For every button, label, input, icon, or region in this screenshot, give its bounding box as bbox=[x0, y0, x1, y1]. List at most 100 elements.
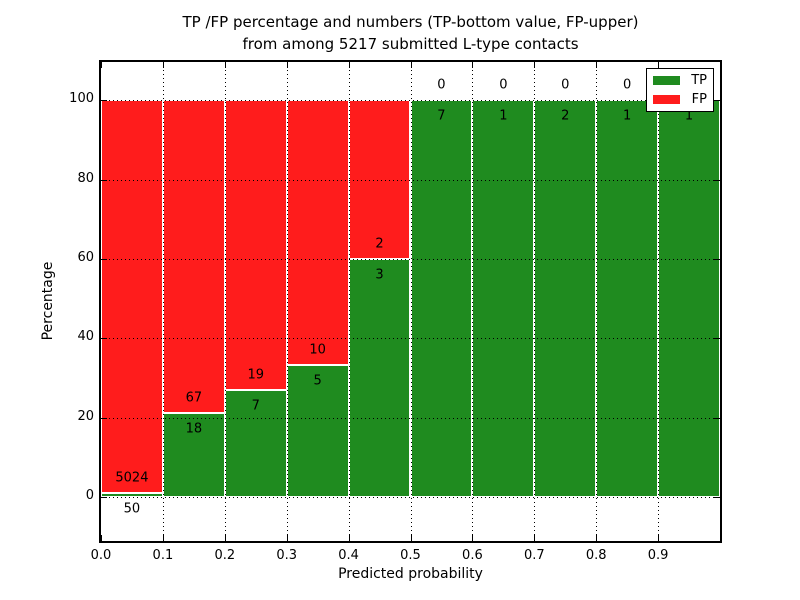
tp-bar bbox=[162, 413, 225, 498]
x-tick-mark bbox=[162, 535, 164, 541]
tp-count-label: 50 bbox=[123, 501, 141, 517]
x-gridline bbox=[162, 62, 164, 541]
legend-label-fp: FP bbox=[691, 91, 707, 107]
chart-title: TP /FP percentage and numbers (TP-bottom… bbox=[101, 11, 720, 55]
x-tick-mark bbox=[472, 62, 474, 68]
x-tick-mark bbox=[224, 535, 226, 541]
y-tick-mark bbox=[101, 417, 107, 419]
legend: TP FP bbox=[646, 68, 714, 112]
tp-count-label: 7 bbox=[251, 398, 260, 414]
fp-bar bbox=[162, 100, 225, 414]
tp-bar bbox=[658, 100, 720, 498]
fp-bar bbox=[286, 100, 349, 365]
y-tick-label: 0 bbox=[85, 488, 94, 504]
x-gridline bbox=[658, 62, 660, 541]
y-tick-mark bbox=[101, 497, 107, 499]
tp-color-swatch bbox=[653, 76, 680, 86]
y-tick-label: 20 bbox=[77, 408, 94, 424]
y-tick-mark bbox=[714, 338, 720, 340]
tp-bar bbox=[348, 259, 411, 498]
tp-count-label: 3 bbox=[375, 267, 384, 283]
fp-bar bbox=[101, 100, 163, 494]
x-tick-mark bbox=[596, 535, 598, 541]
tp-count-label: 1 bbox=[623, 108, 632, 124]
x-gridline bbox=[224, 62, 226, 541]
tp-bar bbox=[286, 364, 349, 498]
y-tick-mark bbox=[714, 417, 720, 419]
y-tick-mark bbox=[101, 259, 107, 260]
legend-label-tp: TP bbox=[691, 73, 707, 89]
tp-bar bbox=[534, 100, 597, 498]
x-tick-mark bbox=[286, 62, 288, 68]
tp-bar bbox=[410, 100, 473, 498]
chart-title-line1: TP /FP percentage and numbers (TP-bottom… bbox=[182, 13, 639, 31]
x-tick-mark bbox=[101, 62, 102, 68]
plot-area: 5024506718197105230701020101 bbox=[99, 60, 722, 543]
y-tick-mark bbox=[714, 179, 720, 181]
fp-count-label: 0 bbox=[561, 77, 570, 93]
x-tick-label: 0.5 bbox=[400, 548, 421, 563]
tp-count-label: 1 bbox=[499, 108, 508, 124]
x-axis-label: Predicted probability bbox=[338, 566, 483, 582]
x-tick-mark bbox=[534, 62, 536, 68]
fp-count-label: 0 bbox=[623, 77, 632, 93]
x-tick-mark bbox=[658, 535, 660, 541]
x-tick-label: 0.3 bbox=[276, 548, 298, 563]
x-gridline bbox=[286, 62, 288, 541]
x-tick-label: 0.9 bbox=[647, 548, 669, 563]
tp-count-label: 2 bbox=[561, 108, 570, 124]
x-tick-mark bbox=[101, 535, 102, 541]
tp-count-label: 18 bbox=[185, 421, 203, 437]
x-tick-label: 0.0 bbox=[90, 548, 112, 563]
x-gridline bbox=[472, 62, 474, 541]
legend-item-tp: TP bbox=[653, 74, 707, 87]
fp-bar bbox=[224, 100, 287, 391]
chart-title-line2: from among 5217 submitted L-type contact… bbox=[242, 35, 579, 53]
x-tick-mark bbox=[348, 62, 350, 68]
tp-count-label: 5 bbox=[313, 373, 322, 389]
fp-count-label: 67 bbox=[185, 390, 203, 406]
x-tick-label: 0.4 bbox=[338, 548, 359, 563]
y-tick-mark bbox=[101, 338, 107, 340]
y-tick-mark bbox=[714, 497, 720, 499]
x-tick-label: 0.8 bbox=[585, 548, 607, 563]
fp-bar bbox=[348, 100, 411, 259]
y-tick-mark bbox=[101, 100, 107, 102]
x-tick-mark bbox=[596, 62, 598, 68]
x-tick-label: 0.1 bbox=[152, 548, 174, 563]
x-tick-mark bbox=[348, 535, 350, 541]
x-tick-label: 0.7 bbox=[523, 548, 545, 563]
fp-color-swatch bbox=[653, 94, 680, 104]
legend-item-fp: FP bbox=[653, 93, 707, 106]
x-tick-mark bbox=[224, 62, 226, 68]
tp-bar bbox=[101, 493, 163, 498]
tp-bar bbox=[472, 100, 535, 498]
x-tick-label: 0.6 bbox=[462, 548, 483, 563]
x-gridline bbox=[534, 62, 536, 541]
x-gridline bbox=[410, 62, 412, 541]
fp-count-label: 2 bbox=[375, 236, 384, 252]
y-tick-mark bbox=[101, 179, 107, 181]
x-tick-mark bbox=[410, 62, 412, 68]
fp-count-label: 5024 bbox=[115, 470, 149, 486]
y-tick-label: 60 bbox=[77, 250, 94, 265]
x-tick-mark bbox=[286, 535, 288, 541]
fp-count-label: 10 bbox=[309, 342, 326, 358]
fp-count-label: 0 bbox=[499, 77, 508, 93]
x-tick-mark bbox=[658, 62, 660, 68]
x-gridline bbox=[596, 62, 598, 541]
x-gridline bbox=[348, 62, 350, 541]
fp-count-label: 19 bbox=[247, 367, 265, 383]
y-tick-label: 100 bbox=[69, 91, 94, 107]
tp-count-label: 1 bbox=[684, 108, 694, 124]
fp-count-label: 0 bbox=[437, 77, 446, 93]
y-tick-label: 80 bbox=[77, 170, 94, 186]
y-tick-mark bbox=[714, 259, 720, 260]
x-tick-mark bbox=[162, 62, 164, 68]
y-tick-mark bbox=[714, 100, 720, 102]
x-tick-mark bbox=[410, 535, 412, 541]
y-tick-label: 40 bbox=[77, 329, 94, 345]
tp-bar bbox=[596, 100, 659, 498]
tp-count-label: 7 bbox=[437, 108, 446, 124]
